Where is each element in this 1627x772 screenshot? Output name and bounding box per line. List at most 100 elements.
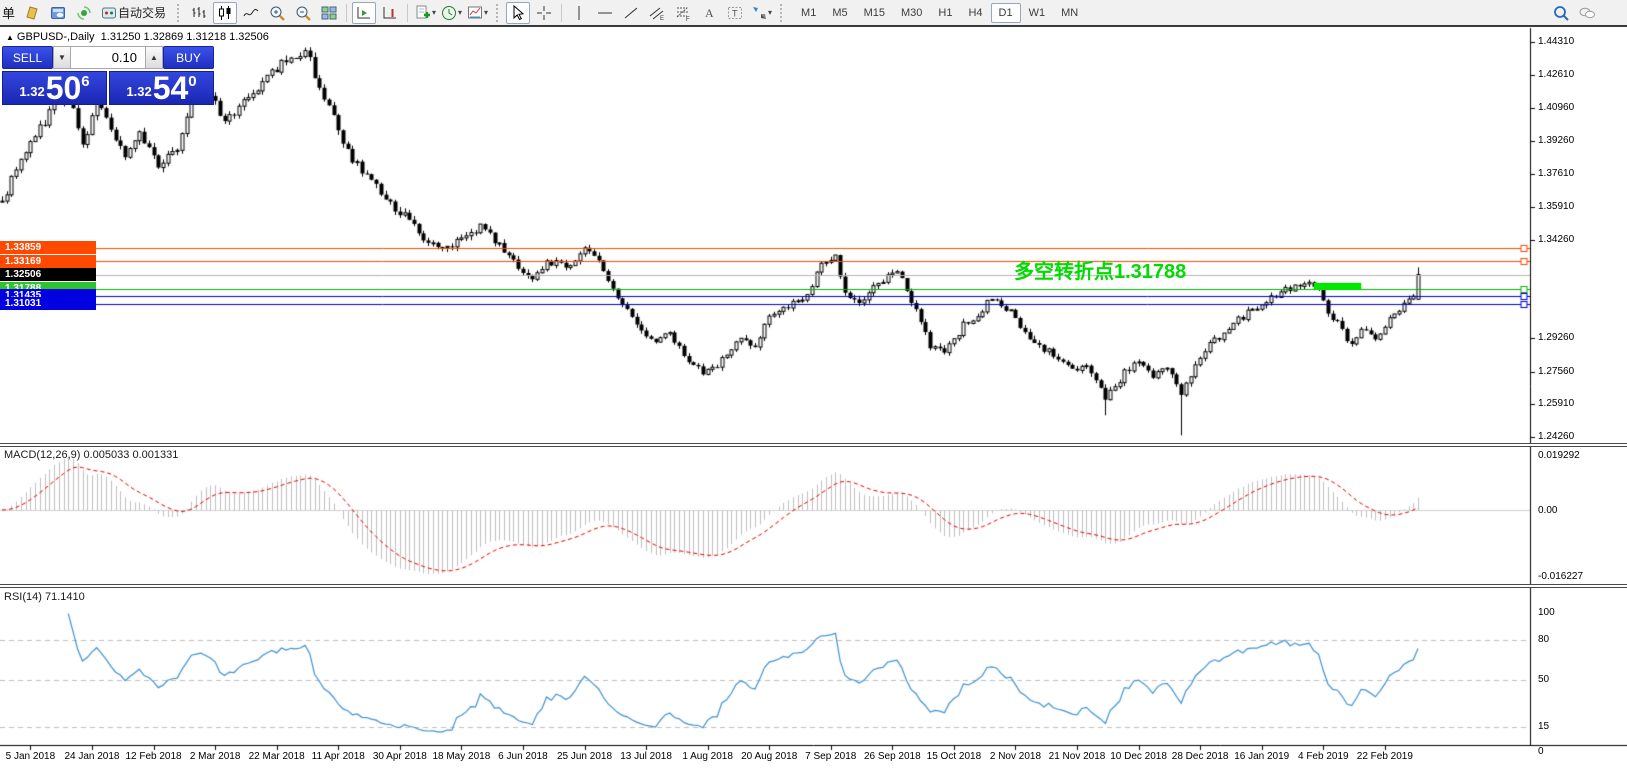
community-icon [77,5,91,20]
equidistant-channel-button[interactable]: E [645,2,669,24]
price-line-label: 1.32506 [0,268,96,282]
text-icon: A [705,6,714,20]
panel-splitter-macd-rsi[interactable] [0,584,1627,588]
dropdown-caret-icon: ▾ [768,8,773,17]
candlestick-chart-button[interactable] [213,1,238,24]
indicators-icon [416,5,431,18]
buy-price-prefix: 1.32 [126,84,152,99]
timeframe-m30[interactable]: M30 [893,3,930,23]
timeframe-d1[interactable]: D1 [990,2,1021,23]
toolbar-grip[interactable] [176,2,182,23]
metaeditor-button[interactable] [46,2,70,24]
one-click-trade-panel: SELL ▼ ▲ BUY 1.32 50 6 1.32 54 0 [2,46,214,105]
tile-windows-icon [321,6,337,19]
crosshair-button[interactable] [532,2,556,24]
timeframe-w1[interactable]: W1 [1021,3,1054,23]
price-line-label[interactable]: 1.33859 [0,241,96,255]
svg-text:A: A [705,6,714,20]
horizontal-line-button[interactable] [593,2,617,24]
macd-main-value: 0.005033 [83,449,130,461]
metaeditor-icon [51,6,66,19]
text-button[interactable]: A [697,2,721,24]
timeframe-h1[interactable]: H1 [930,3,960,23]
bar-chart-icon [192,6,206,18]
trendline-button[interactable] [619,2,643,24]
trendline-icon [624,7,638,18]
chat-button[interactable] [1575,2,1599,24]
price-line-label[interactable]: 1.33169 [0,254,96,268]
cursor-icon [513,4,525,20]
chart-shift-icon [383,6,397,18]
autotrading-button[interactable]: 自动交易 [97,2,171,24]
fibonacci-button[interactable]: F [671,2,695,24]
line-chart-button[interactable] [239,2,263,24]
auto-scroll-button[interactable] [352,1,377,24]
new-order-icon [26,5,38,20]
search-button[interactable] [1549,2,1573,24]
timeframe-mn[interactable]: MN [1053,3,1086,23]
volume-decrease-button[interactable]: ▼ [52,46,71,69]
svg-text:F: F [686,17,690,22]
tile-windows-button[interactable] [317,2,341,24]
timeframe-m15[interactable]: M15 [856,3,893,23]
toolbar-grip[interactable] [779,2,785,23]
candlestick-chart-icon [219,5,231,20]
sell-price-box[interactable]: 1.32 50 6 [2,71,107,105]
text-label-button[interactable]: T [723,2,747,24]
macd-label: MACD(12,26,9) 0.005033 0.001331 [4,449,179,461]
macd-signal-value: 0.001331 [132,449,179,461]
rsi-label: RSI(14) 71.1410 [4,591,85,603]
equidistant-channel-icon: E [649,7,664,22]
chart-annotation[interactable]: 多空转折点1.31788 [1014,261,1187,283]
chart-shift-button[interactable] [378,2,402,24]
volume-increase-button[interactable]: ▲ [145,46,164,69]
templates-button[interactable]: ▾ [465,2,489,24]
zoom-out-icon [296,6,311,21]
vertical-line-icon [578,5,580,20]
toolbar-separator [561,3,563,22]
symbol-period-label: GBPUSD-,Daily [16,31,95,43]
periods-clock-icon [442,5,457,20]
new-order-button[interactable] [20,2,44,24]
sell-button[interactable]: SELL [2,46,53,69]
new-order-partial-label[interactable]: 单 [2,6,16,21]
sell-price-prefix: 1.32 [19,84,45,99]
autotrading-label: 自动交易 [118,6,167,20]
collapse-panel-icon[interactable]: ▲ [6,33,14,42]
highlight-segment[interactable] [1313,283,1362,290]
community-button[interactable] [72,2,96,24]
buy-price-big: 54 [152,70,189,106]
templates-icon [468,6,483,18]
bar-chart-button[interactable] [187,2,211,24]
toolbar-grip[interactable] [495,2,501,23]
indicators-button[interactable]: ▾ [413,2,437,24]
arrows-button[interactable]: ▾ [749,2,773,24]
ohlc-values: 1.31250 1.32869 1.31218 1.32506 [100,31,269,43]
zoom-in-button[interactable] [265,2,289,24]
timeframe-m5[interactable]: M5 [824,3,855,23]
text-label-icon: T [728,6,743,19]
sell-price-big: 50 [45,70,82,106]
zoom-out-button[interactable] [291,2,315,24]
chart-title: ▲ GBPUSD-,Daily 1.31250 1.32869 1.31218 1… [6,31,269,43]
crosshair-icon [537,5,552,20]
auto-scroll-icon [357,6,371,18]
volume-input[interactable] [71,46,145,69]
zoom-in-icon [270,6,285,21]
toolbar-separator [346,3,348,22]
periods-button[interactable]: ▾ [439,2,463,24]
buy-button[interactable]: BUY [163,46,214,69]
timeframe-h4[interactable]: H4 [960,3,990,23]
panel-splitter-main-macd[interactable] [0,443,1627,447]
buy-price-box[interactable]: 1.32 54 0 [109,71,214,105]
price-line-label[interactable]: 1.31031 [0,297,96,311]
horizontal-line-icon [598,12,613,13]
cursor-button[interactable] [506,1,531,24]
line-chart-icon [243,8,259,16]
arrows-icon [753,6,767,19]
timeframe-m1[interactable]: M1 [793,3,824,23]
toolbar: 单 自动交易 [0,0,1627,27]
vertical-line-button[interactable] [567,2,591,24]
